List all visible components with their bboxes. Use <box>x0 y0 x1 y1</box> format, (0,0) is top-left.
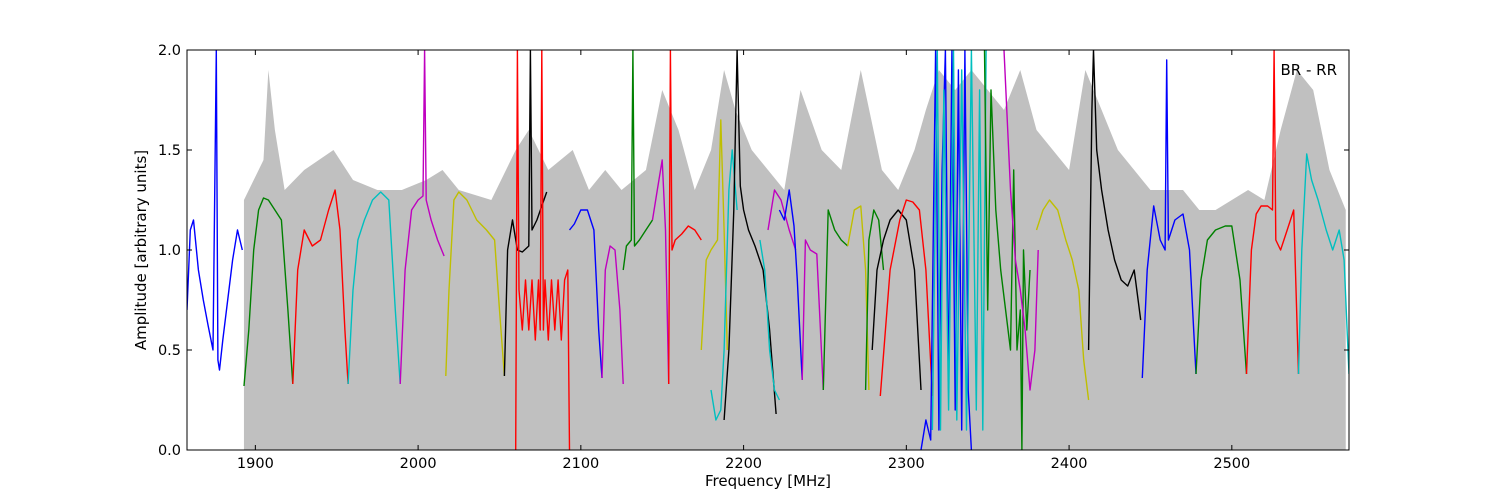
series-line-28 <box>983 50 1031 450</box>
series-line-13 <box>668 50 702 385</box>
series-line-29 <box>1003 50 1039 391</box>
y-tick-label: 0.5 <box>158 343 181 359</box>
x-tick-label: 2200 <box>725 456 762 472</box>
series-line-31 <box>1087 50 1142 351</box>
series-line-34 <box>1245 50 1300 375</box>
series-line-3 <box>292 189 349 385</box>
x-tick-label: 2300 <box>888 456 925 472</box>
series-line-18 <box>767 189 797 251</box>
series-line-25 <box>879 199 934 397</box>
series-line-23 <box>864 209 885 391</box>
series-group <box>187 50 1349 450</box>
series-line-8 <box>515 50 571 450</box>
x-tick-label: 2000 <box>400 456 437 472</box>
series-line-32 <box>1141 59 1197 379</box>
x-axis-ticks: 1900 2000 2100 2200 2300 2400 2500 <box>237 50 1250 472</box>
series-line-7 <box>503 50 548 377</box>
background-envelope-area <box>243 70 1346 450</box>
x-axis-label: Frequency [MHz] <box>705 472 831 490</box>
series-line-24 <box>871 209 922 391</box>
y-tick-label: 0.0 <box>158 443 181 459</box>
series-line-2 <box>243 197 294 387</box>
series-line-19 <box>778 189 803 381</box>
series-line-5 <box>399 50 445 385</box>
series-line-21 <box>822 209 849 391</box>
x-tick-label: 2100 <box>562 456 599 472</box>
series-line-15 <box>710 149 738 421</box>
series-line-14 <box>700 119 728 351</box>
y-tick-label: 1.0 <box>158 243 181 259</box>
series-line-33 <box>1195 225 1248 375</box>
x-tick-label: 2500 <box>1213 456 1250 472</box>
y-tick-label: 2.0 <box>158 43 181 59</box>
x-tick-label: 2400 <box>1051 456 1088 472</box>
y-tick-label: 1.5 <box>158 143 181 159</box>
series-line-4 <box>347 191 401 385</box>
series-line-6 <box>445 191 506 377</box>
y-axis-ticks: 0.0 0.5 1.0 1.5 2.0 <box>158 43 1349 459</box>
annotation-br-rr: BR - RR <box>1280 61 1337 79</box>
series-line-20 <box>801 239 824 391</box>
series-line-12 <box>651 159 670 385</box>
series-line-35 <box>1297 153 1349 375</box>
series-line-9 <box>568 209 603 379</box>
series-line-1 <box>187 50 243 371</box>
background-envelope <box>243 70 1346 450</box>
x-tick-label: 1900 <box>237 456 274 472</box>
series-line-10 <box>601 245 624 385</box>
series-line-27 <box>931 50 987 431</box>
y-axis-label: Amplitude [arbitrary units] <box>132 150 150 350</box>
series-line-11 <box>622 50 654 271</box>
series-line-17 <box>759 239 781 401</box>
series-line-30 <box>1035 199 1090 401</box>
